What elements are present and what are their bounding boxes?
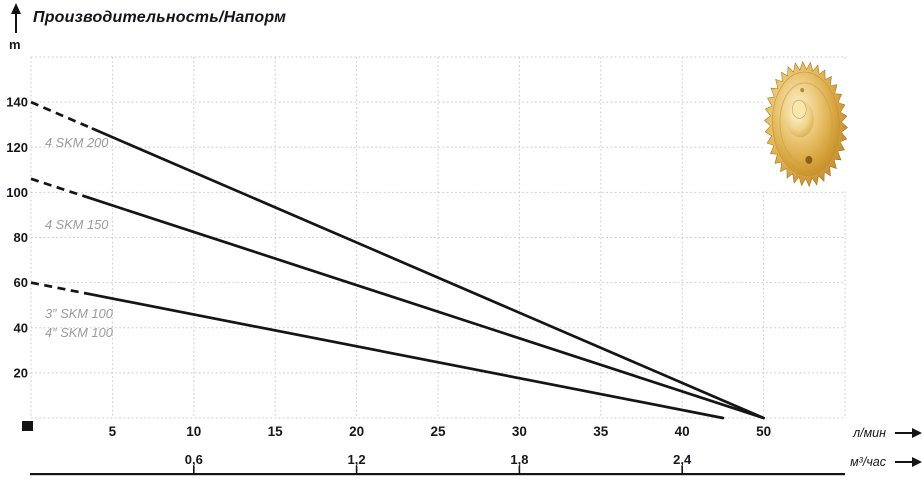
x-tick-label: 40 [675,424,690,439]
impeller-image [764,60,848,188]
impeller-bottom-hole [805,155,813,164]
x-tick-label: 10 [186,424,201,439]
secondary-tick-label: 0,6 [185,452,203,467]
series-label: 4″ SKM 100 [45,325,114,340]
series-label: 4 SKM 150 [45,217,109,232]
series-label: 3″ SKM 100 [45,306,114,321]
y-tick-label: 20 [14,365,28,380]
secondary-axis-line [30,473,845,476]
curve-4-skm-200 [91,127,765,420]
y-tick-label: 120 [6,140,28,155]
x-axis-primary-unit: л/мин [842,426,922,440]
impeller-top-dot [800,87,805,93]
x-tick-label: 25 [430,424,446,439]
up-arrow-icon [11,3,21,33]
impeller-hub-knob [791,100,807,119]
x-tick-label: 15 [268,424,284,439]
secondary-tick-label: 1,8 [510,452,528,467]
secondary-tick-label: 1,2 [348,452,366,467]
x-tick-label: 5 [109,424,117,439]
x-tick-label: 30 [512,424,527,439]
curve-dashed-4-skm-150 [30,177,91,200]
curve-skm-100 [88,292,725,420]
y-tick-label: 40 [14,320,28,335]
curve-4-skm-150 [88,196,765,420]
x-axis-secondary-unit: м³/час [842,455,922,469]
right-arrow-icon [895,428,922,438]
right-arrow-icon [895,457,922,467]
secondary-axis-tick [355,466,358,473]
chart-title: Производительность/Напорм [33,9,287,26]
curve-dashed-4-skm-200 [30,100,94,131]
y-tick-label: 100 [6,185,28,200]
y-tick-label: 140 [6,95,28,110]
x-tick-label: 35 [593,424,609,439]
y-tick-label: 80 [14,230,28,245]
x-tick-label: 20 [349,424,364,439]
x-axis-secondary-unit-text: м³/час [850,455,886,469]
y-axis-unit-label: m [9,37,21,52]
x-tick-label: 50 [756,424,771,439]
origin-marker [22,421,33,431]
secondary-axis-tick [681,466,683,473]
secondary-axis-tick [518,466,521,473]
x-axis-primary-unit-text: л/мин [853,426,886,440]
y-tick-label: 60 [14,275,28,290]
series-label: 4 SKM 200 [45,135,109,150]
secondary-axis-tick [193,466,195,473]
impeller-ring [779,82,833,166]
curve-dashed-skm-100 [30,281,90,296]
secondary-tick-label: 2,4 [673,452,692,467]
